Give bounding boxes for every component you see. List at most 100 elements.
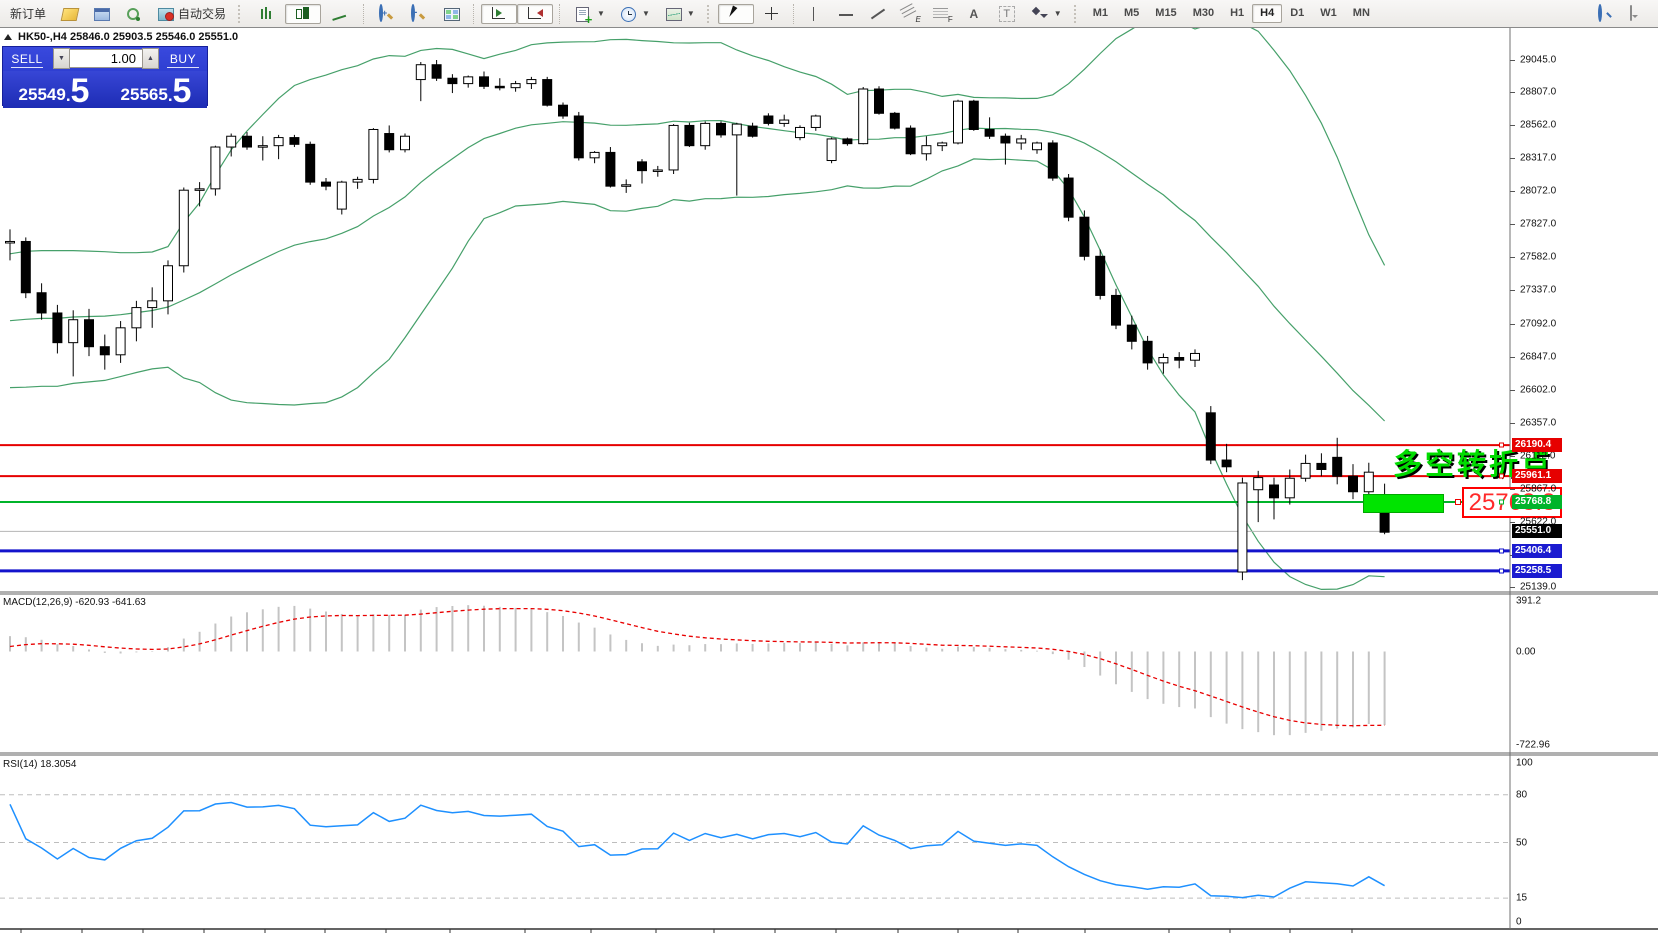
- text-button[interactable]: A: [958, 4, 990, 24]
- rsi-scale-label: 80: [1516, 789, 1528, 801]
- tile-windows-button[interactable]: [435, 4, 467, 24]
- highlight-icon: [60, 7, 80, 21]
- buy-price-main: 25565: [120, 85, 168, 104]
- collapse-icon[interactable]: [4, 30, 12, 40]
- line-chart-button[interactable]: [321, 4, 357, 24]
- bollinger-bands: [9, 28, 1386, 591]
- price-axis-label: 27092.0: [1520, 318, 1557, 329]
- trendline-button[interactable]: [862, 4, 894, 24]
- chat-button[interactable]: [1630, 4, 1648, 22]
- line-endpoint-marker[interactable]: [1499, 548, 1504, 554]
- volume-input[interactable]: [70, 49, 142, 68]
- macd-histogram: [9, 605, 1386, 736]
- cursor-icon: [727, 6, 745, 22]
- zoom-in-button[interactable]: +: [371, 3, 403, 24]
- crosshair-button[interactable]: [754, 4, 790, 24]
- price-line-badge: 25768.8: [1512, 495, 1562, 510]
- arrows-icon: [1031, 6, 1049, 22]
- timeframe-mn[interactable]: MN: [1352, 7, 1370, 19]
- toolbar: 新订单 自动交易 + -: [0, 0, 1658, 28]
- timeframe-h4[interactable]: H4: [1252, 4, 1283, 23]
- macd-label: MACD(12,26,9) -620.93 -641.63: [3, 597, 146, 608]
- timeframe-m30[interactable]: M30: [1192, 7, 1215, 19]
- buy-price-pip: 5: [172, 72, 192, 110]
- price-axis-tick: [1510, 92, 1515, 94]
- auto-scroll-button[interactable]: [481, 3, 518, 24]
- price-axis-label: 25139.0: [1520, 581, 1557, 593]
- tile-windows-icon: [444, 7, 461, 21]
- chart-window-icon: [94, 7, 111, 21]
- timeframe-h1[interactable]: H1: [1230, 7, 1245, 19]
- volume-increase-button[interactable]: ▲: [142, 48, 159, 69]
- channel-button[interactable]: E: [894, 4, 926, 24]
- price-axis-label: 26847.0: [1520, 351, 1557, 363]
- autotrade-icon: [158, 7, 175, 21]
- indicators-button[interactable]: ▼: [567, 4, 612, 25]
- price-axis-label: 28317.0: [1520, 152, 1557, 164]
- highlight-button[interactable]: [53, 4, 85, 24]
- timeframe-d1[interactable]: D1: [1290, 7, 1305, 19]
- chat-icon: [1630, 4, 1632, 21]
- timeframe-m5[interactable]: M5: [1124, 7, 1140, 19]
- price-axis-label: 28072.0: [1520, 185, 1557, 197]
- price-axis-tick: [1510, 224, 1515, 226]
- timeframe-m1[interactable]: M1: [1092, 7, 1108, 19]
- price-axis-tick: [1510, 521, 1515, 523]
- price-axis-tick: [1510, 389, 1515, 391]
- price-axis-label: 25622.0: [1520, 516, 1557, 528]
- fibonacci-button[interactable]: F: [926, 4, 958, 24]
- macd-signal-line: [9, 607, 1385, 727]
- callout-anchor-marker[interactable]: [1455, 499, 1461, 505]
- line-endpoint-marker[interactable]: [1499, 442, 1504, 448]
- new-order-button[interactable]: 新订单: [3, 4, 53, 24]
- price-axis-tick: [1510, 290, 1515, 292]
- price-axis-label: 27337.0: [1520, 284, 1557, 296]
- timeframe-w1[interactable]: W1: [1320, 7, 1337, 19]
- price-axis-label: 25867.0: [1520, 483, 1557, 495]
- chart-shift-button[interactable]: [517, 3, 554, 24]
- horizontal-level-lines[interactable]: [0, 444, 1510, 573]
- price-line-badge: 25961.1: [1512, 469, 1562, 484]
- line-endpoint-marker[interactable]: [1499, 473, 1504, 479]
- sell-button[interactable]: SELL: [3, 47, 51, 70]
- arrows-caret-icon: ▼: [1053, 9, 1062, 18]
- buy-button[interactable]: BUY: [159, 47, 207, 70]
- price-axis-tick: [1510, 60, 1515, 61]
- spin-up-icon: ▲: [147, 55, 154, 62]
- templates-button[interactable]: ▼: [657, 4, 702, 24]
- rsi-label: RSI(14) 18.3054: [3, 759, 77, 770]
- template-icon: [665, 7, 682, 21]
- chart-area[interactable]: HK50-,H4 25846.0 25903.5 25546.0 25551.0…: [0, 28, 1658, 950]
- highlight-box[interactable]: [1363, 494, 1444, 513]
- volume-decrease-button[interactable]: ▼: [53, 48, 70, 69]
- market-watch-button[interactable]: [85, 4, 117, 24]
- chart-canvas[interactable]: [0, 28, 1658, 950]
- line-endpoint-marker[interactable]: [1499, 499, 1504, 505]
- arrows-button[interactable]: ▼: [1024, 4, 1069, 24]
- price-line-badge: 25258.5: [1512, 563, 1562, 578]
- zoom-out-button[interactable]: -: [403, 3, 435, 24]
- periods-button[interactable]: ▼: [612, 4, 657, 24]
- vertical-line-button[interactable]: [798, 4, 830, 24]
- bar-chart-icon: [258, 6, 276, 22]
- timeframe-m15[interactable]: M15: [1155, 7, 1177, 19]
- signals-button[interactable]: [117, 4, 149, 24]
- zoom-out-icon: -: [414, 6, 418, 18]
- sell-price-button[interactable]: 25549. 5: [3, 71, 107, 108]
- horizontal-line-icon: [837, 6, 855, 22]
- price-axis-tick: [1510, 587, 1515, 588]
- text-label-button[interactable]: T: [990, 4, 1024, 24]
- horizontal-line-button[interactable]: [830, 4, 862, 24]
- search-button[interactable]: [1598, 3, 1616, 22]
- bar-chart-button[interactable]: [249, 4, 285, 24]
- cursor-button[interactable]: [717, 3, 754, 24]
- chart-title: HK50-,H4 25846.0 25903.5 25546.0 25551.0: [4, 31, 238, 43]
- autotrade-button[interactable]: 自动交易: [149, 4, 233, 24]
- candlestick-chart-button[interactable]: [285, 3, 322, 24]
- sell-price-pip: 5: [70, 72, 90, 110]
- line-endpoint-marker[interactable]: [1499, 568, 1504, 574]
- buy-price-button[interactable]: 25565. 5: [105, 71, 207, 108]
- pane-separators[interactable]: [0, 28, 1658, 930]
- timeframe-group: M1 M5 M15 M30 H1 H4 D1 W1 MN: [1082, 0, 1381, 27]
